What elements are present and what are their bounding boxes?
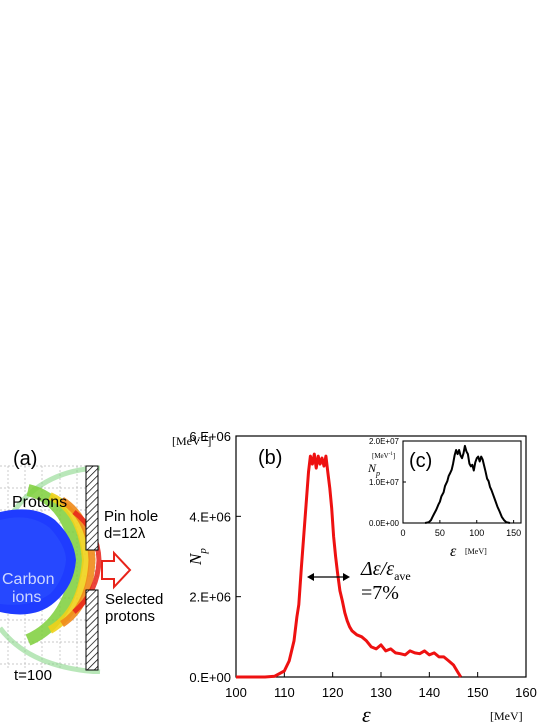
fwhm-annotation-line2: =7% [361, 582, 399, 604]
fwhm-arrow [307, 573, 350, 581]
panel-b-label: (b) [258, 447, 282, 469]
time-label: t=100 [14, 667, 52, 684]
y-tick-label: 6.E+06 [189, 429, 231, 444]
panel-c-label: (c) [409, 450, 432, 472]
spectrum-line-b [236, 452, 463, 679]
y-tick-label: 2.E+06 [189, 590, 231, 605]
panel-b: 100 110 120 130 140 150 160 0.E+00 2.E+06 4.E+06 6… [172, 429, 537, 727]
plot-b-ylabel: Np [186, 548, 209, 566]
plot-c-xunit: [MeV] [465, 547, 487, 556]
pinhole-label-line2: d=12λ [104, 525, 146, 542]
pinhole-plate-bottom [85, 589, 99, 671]
y-tick-label: 1.0E+07 [369, 478, 400, 487]
x-tick-label: 100 [225, 685, 247, 700]
y-tick-label: 2.0E+07 [369, 437, 400, 446]
panel-a-label: (a) [13, 448, 37, 470]
x-tick-label: 110 [274, 685, 295, 700]
plot-b-unit-label: [MeV-1] [172, 433, 211, 448]
x-tick-label: 140 [418, 685, 440, 700]
plot-c-axes: 0 50 100 150 0.0E+00 1.0E+07 2.0E+07 [369, 437, 521, 538]
y-tick-label: 0.0E+00 [369, 519, 400, 528]
plot-c-xlabel: ε [450, 543, 457, 560]
plot-c-ylabel: Np [367, 461, 380, 478]
panel-a: (a) Protons Carbon ions Pin hole d=12λ S… [0, 448, 163, 684]
x-tick-label: 150 [467, 685, 489, 700]
x-tick-label: 0 [400, 528, 405, 538]
plot-b-xunit: [MeV] [490, 709, 523, 723]
y-tick-label: 4.E+06 [189, 509, 231, 524]
panel-c-inset: 0 50 100 150 0.0E+00 1.0E+07 2.0E+07 (c) [MeV-… [367, 437, 522, 560]
selected-label-line1: Selected [105, 591, 163, 608]
x-tick-label: 100 [469, 528, 484, 538]
pinhole-label-line1: Pin hole [104, 508, 158, 525]
pinhole-plate-top [85, 465, 99, 551]
proton-arc-lower [0, 626, 101, 674]
x-tick-label: 150 [506, 528, 521, 538]
fwhm-annotation-line1: Δε/εave [360, 558, 411, 583]
y-tick-label: 0.E+00 [189, 670, 231, 685]
spectrum-line-c [424, 444, 511, 524]
x-tick-label: 50 [435, 528, 445, 538]
carbon-label-line1: Carbon [2, 571, 54, 588]
selected-label-line2: protons [105, 608, 155, 625]
x-tick-label: 120 [322, 685, 344, 700]
carbon-label-line2: ions [12, 589, 41, 606]
plot-b-xlabel: ε [362, 702, 371, 727]
x-tick-label: 160 [515, 685, 537, 700]
plot-c-unit-label: [MeV-1] [372, 452, 395, 460]
plot-b-axes: 100 110 120 130 140 150 160 0.E+00 2.E+06 4.E+06 6… [189, 429, 536, 700]
protons-label: Protons [12, 494, 67, 511]
x-tick-label: 130 [370, 685, 392, 700]
selected-protons-arrow [101, 550, 132, 590]
